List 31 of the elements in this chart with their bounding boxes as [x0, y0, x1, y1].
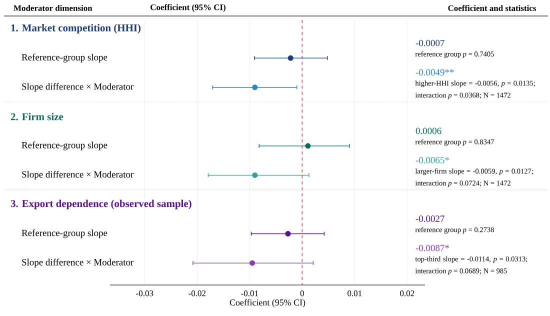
x-tick-label: 0 [300, 290, 304, 296]
point [252, 172, 258, 178]
annotation: -0.0027 [416, 216, 444, 222]
annotation: -0.0087* [416, 244, 449, 252]
annotation: 0.0006 [416, 128, 442, 134]
x-tick-label: -0.03 [136, 290, 154, 296]
annotation: -0.0049** [416, 69, 454, 76]
y-tick-label: Slope difference × Moderator [22, 83, 134, 92]
text: Coefficient and statistics [448, 4, 536, 12]
y-tick-label: Slope difference × Moderator [22, 170, 134, 180]
x-tick-label: -0.01 [241, 290, 258, 296]
x-tick-label: 0.01 [348, 290, 362, 296]
text: 2. Firm size [10, 112, 64, 120]
y-tick-label: Reference-group slope [22, 142, 108, 150]
text: Coefficient (95% CI) [150, 4, 226, 12]
x-tick-label: 0.02 [400, 290, 414, 296]
point [249, 260, 256, 266]
annotation: -0.0007 [416, 40, 444, 46]
x-axis-title: Coefficient (95% CI) [230, 299, 306, 308]
text: 3. Export dependence (observed sample) [10, 200, 192, 210]
point [252, 84, 258, 90]
text: Moderator dimension [14, 5, 92, 11]
y-tick-label: Reference-group slope [22, 229, 108, 238]
point [285, 230, 291, 237]
x-tick-label: -0.02 [188, 290, 206, 296]
text: 1. Market competition (HHI) [11, 24, 140, 34]
annotation: -0.0065* [416, 156, 449, 164]
y-tick-label: Reference-group slope [22, 54, 108, 62]
point [288, 55, 294, 61]
y-tick-label: Slope difference × Moderator [22, 258, 134, 268]
point [305, 143, 311, 149]
